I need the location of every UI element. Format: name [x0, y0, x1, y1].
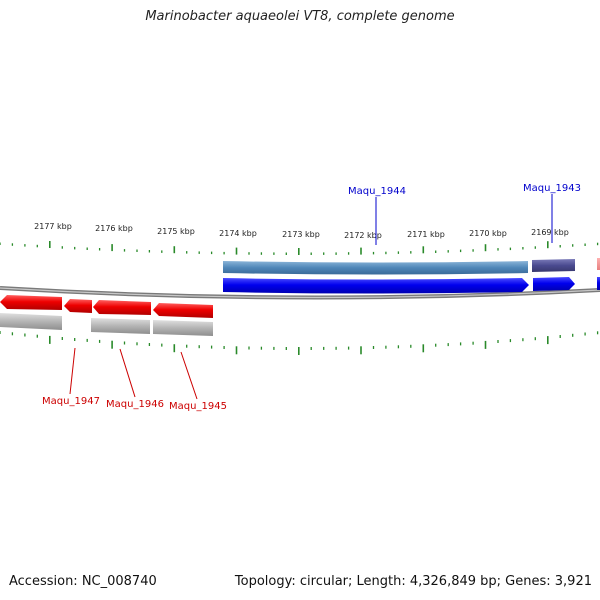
map-title: Marinobacter aquaeolei VT8, complete gen…	[145, 9, 455, 24]
forward-feature-partial	[597, 258, 600, 270]
scale-label: 2171 kbp	[407, 230, 445, 239]
genome-summary-text: Topology: circular; Length: 4,326,849 bp…	[234, 574, 592, 589]
scale-ticks-outer	[0, 241, 599, 255]
scale-label: 2177 kbp	[34, 222, 72, 231]
gene-label-maqu-1946[interactable]: Maqu_1946	[106, 399, 164, 410]
reverse-feature-1946	[91, 318, 150, 334]
leader-line-maqu-1945	[180, 351, 198, 400]
gene-arrow-maqu-1943[interactable]	[533, 277, 575, 291]
genome-backbone-highlight	[0, 287, 600, 299]
leader-line-maqu-1947	[69, 347, 76, 395]
scale-ticks-inner	[0, 331, 599, 355]
gene-label-maqu-1945[interactable]: Maqu_1945	[169, 401, 227, 412]
forward-feature-1943	[532, 259, 575, 272]
scale-label: 2172 kbp	[344, 231, 382, 240]
scale-label: 2174 kbp	[219, 229, 257, 238]
scale-label: 2176 kbp	[95, 224, 133, 233]
reverse-feature-1945	[153, 320, 213, 336]
gene-arrow-maqu-1944[interactable]	[223, 278, 529, 294]
gene-arrow-maqu-1945[interactable]	[153, 303, 213, 318]
gene-label-maqu-1944[interactable]: Maqu_1944	[348, 186, 406, 197]
gene-label-maqu-1943[interactable]: Maqu_1943	[523, 183, 581, 194]
scale-label: 2173 kbp	[282, 230, 320, 239]
forward-feature-1944	[223, 261, 528, 275]
accession-text: Accession: NC_008740	[9, 574, 157, 589]
leader-line-maqu-1946	[119, 348, 136, 398]
gene-arrow-maqu-1946-a[interactable]	[64, 299, 92, 313]
scale-label: 2170 kbp	[469, 229, 507, 238]
reverse-feature-1947	[0, 313, 62, 330]
gene-arrow-partial-forward	[597, 277, 600, 290]
gene-label-maqu-1947[interactable]: Maqu_1947	[42, 396, 100, 407]
gene-arrow-maqu-1947[interactable]	[0, 295, 62, 310]
scale-labels: 2177 kbp 2176 kbp 2175 kbp 2174 kbp 2173…	[34, 222, 569, 240]
scale-label: 2175 kbp	[157, 227, 195, 236]
scale-label: 2169 kbp	[531, 228, 569, 237]
gene-arrow-maqu-1946[interactable]	[93, 300, 151, 315]
